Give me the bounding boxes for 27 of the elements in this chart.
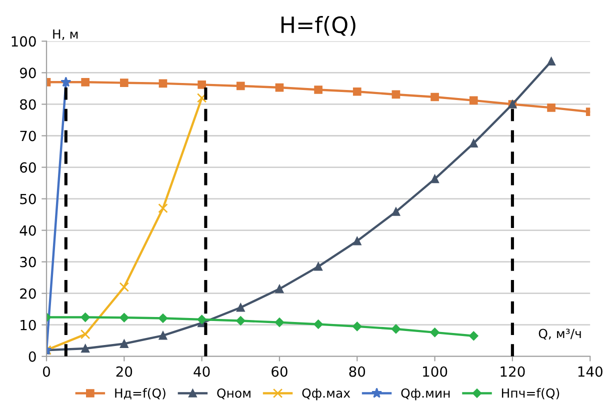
legend-label: Qф.мах bbox=[302, 388, 350, 400]
x-tick-label: 20 bbox=[116, 366, 132, 377]
legend-label: Qном bbox=[217, 388, 250, 400]
y-tick-label: 30 bbox=[20, 256, 36, 268]
x-tick-label: 140 bbox=[578, 366, 602, 377]
y-tick-label: 80 bbox=[20, 99, 36, 110]
y-tick-label: 0 bbox=[28, 351, 36, 362]
y-tick-label: 90 bbox=[20, 68, 36, 78]
y-tick-label: 50 bbox=[20, 194, 36, 204]
legend-label: Qф.мин bbox=[401, 388, 450, 400]
x-tick-label: 0 bbox=[43, 366, 50, 377]
x-tick-label: 40 bbox=[194, 366, 210, 377]
y-tick-label: 100 bbox=[12, 36, 36, 47]
x-tick-label: 100 bbox=[423, 366, 448, 377]
y-tick-label: 70 bbox=[20, 130, 36, 142]
x-tick-label: 120 bbox=[500, 366, 525, 377]
x-axis-title: Q, м³/ч bbox=[538, 328, 581, 340]
legend-label: Hпч=f(Q) bbox=[502, 388, 560, 400]
x-tick-label: 60 bbox=[272, 366, 288, 377]
x-tick-label: 80 bbox=[349, 366, 366, 377]
y-tick-label: 40 bbox=[20, 225, 36, 236]
y-tick-label: 10 bbox=[20, 320, 36, 330]
y-tick-label: 60 bbox=[20, 162, 36, 173]
legend-label: Hд=f(Q) bbox=[115, 388, 166, 400]
chart-title: H=f(Q) bbox=[281, 16, 356, 36]
y-tick-label: 20 bbox=[20, 288, 36, 299]
y-axis-title: H, м bbox=[53, 29, 78, 40]
